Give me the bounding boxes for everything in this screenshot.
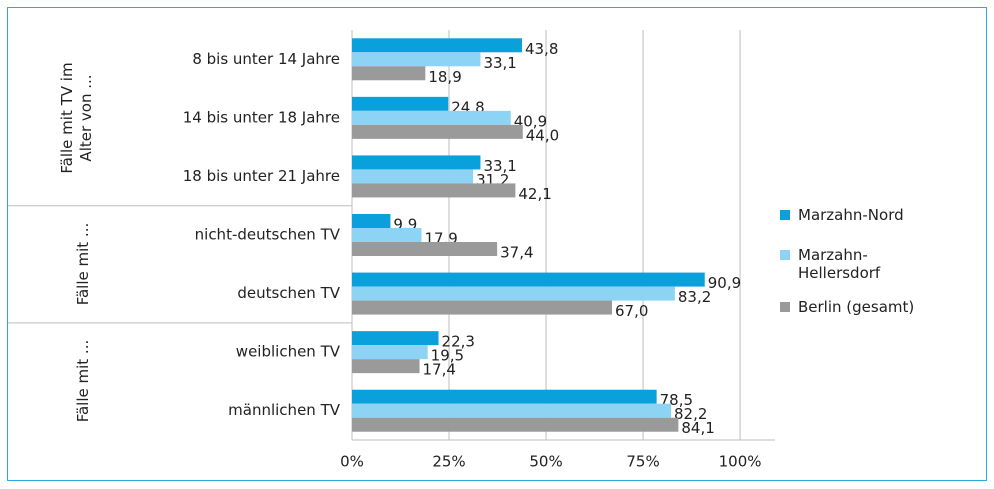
value-label: 22,3 — [442, 333, 475, 351]
bar — [352, 417, 679, 432]
value-label: 83,2 — [678, 288, 711, 306]
legend-label: Berlin (gesamt) — [798, 298, 915, 316]
x-tick-label: 50% — [529, 453, 562, 471]
value-label: 17,4 — [423, 361, 456, 379]
y-tick-label: deutschen TV — [237, 284, 340, 302]
frame — [7, 7, 987, 481]
legend-item: Marzahn-Nord — [780, 206, 928, 224]
value-label: 33,1 — [483, 54, 516, 72]
value-label: 18,9 — [428, 68, 461, 86]
value-label: 33,1 — [483, 157, 516, 175]
bar — [352, 345, 428, 360]
bar — [352, 242, 498, 256]
bar — [352, 96, 449, 111]
value-label: 44,0 — [526, 126, 559, 144]
bar — [352, 169, 474, 184]
value-label: 19,5 — [431, 347, 464, 365]
legend-label: Marzahn-Hellersdorf — [798, 246, 881, 282]
value-label: 43,8 — [525, 40, 558, 58]
bar — [352, 52, 481, 67]
bar — [352, 124, 523, 139]
y-tick-label: 18 bis unter 21 Jahre — [183, 167, 340, 185]
value-label: 37,4 — [500, 244, 533, 262]
bar — [352, 38, 522, 53]
bar — [352, 66, 426, 81]
value-label: 90,9 — [708, 274, 741, 292]
bar — [352, 403, 671, 418]
bar — [352, 359, 420, 374]
legend-item: Berlin (gesamt) — [780, 298, 928, 316]
x-tick-label: 25% — [432, 453, 465, 471]
bar — [352, 286, 675, 301]
y-tick-label: männlichen TV — [228, 401, 341, 419]
x-tick-label: 0% — [340, 453, 364, 471]
bar — [352, 183, 516, 198]
bar — [352, 300, 613, 315]
y-tick-label: weiblichen TV — [236, 343, 341, 361]
legend-swatch — [780, 302, 790, 312]
group-label: Fälle mit ... — [74, 340, 92, 423]
x-tick-label: 100% — [719, 453, 762, 471]
x-tick-label: 75% — [626, 453, 659, 471]
bar — [352, 155, 481, 170]
bar — [352, 331, 439, 346]
value-label: 84,1 — [681, 419, 714, 437]
y-tick-label: 8 bis unter 14 Jahre — [192, 50, 340, 68]
bar — [352, 214, 391, 228]
bar — [352, 110, 511, 125]
value-label: 82,2 — [674, 405, 707, 423]
y-tick-label: nicht-deutschen TV — [195, 226, 341, 244]
bar — [352, 228, 422, 242]
value-label: 67,0 — [615, 302, 648, 320]
value-label: 42,1 — [518, 185, 551, 203]
legend-label: Marzahn-Nord — [798, 206, 904, 224]
group-label: Fälle mit TV im Alter von ... — [58, 62, 95, 174]
legend-swatch — [780, 210, 790, 220]
bar — [352, 272, 705, 287]
y-tick-label: 14 bis unter 18 Jahre — [183, 108, 340, 126]
legend-swatch — [780, 250, 790, 260]
bar — [352, 389, 657, 404]
legend-item: Marzahn-Hellersdorf — [780, 246, 928, 282]
